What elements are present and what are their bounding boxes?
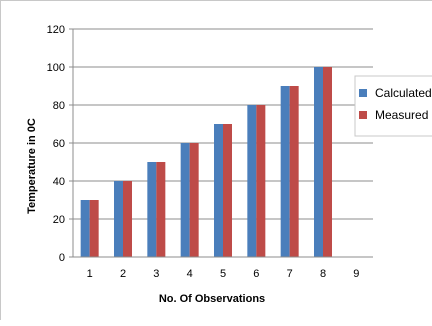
- legend: Calculated Measured: [354, 75, 432, 137]
- x-tick-label: 9: [353, 268, 359, 280]
- x-tick-label: 1: [87, 268, 93, 280]
- legend-swatch-measured: [359, 111, 367, 119]
- y-axis-label: Temperature in 0C: [26, 118, 38, 214]
- legend-box: [354, 75, 432, 137]
- bar-measured-7: [289, 86, 299, 257]
- bar-calculated-3: [147, 162, 157, 257]
- bar-measured-3: [156, 162, 166, 257]
- y-tick-label: 60: [53, 138, 65, 150]
- bar-measured-6: [256, 105, 266, 257]
- y-tick-label: 20: [53, 214, 65, 226]
- legend-swatch-calculated: [359, 89, 367, 97]
- bar-measured-4: [189, 143, 199, 257]
- x-tick-labels: 1 2 3 4 5 6 7 8 9: [87, 268, 360, 280]
- bar-calculated-5: [214, 124, 223, 257]
- x-tick-label: 2: [120, 268, 126, 280]
- bar-calculated-6: [247, 105, 257, 257]
- bar-chart: 0 20 40 60 80 100 120 1 2 3 4 5 6 7 8 9 Temperature in…: [26, 24, 432, 305]
- x-tick-label: 4: [187, 268, 193, 280]
- x-tick-label: 7: [287, 268, 293, 280]
- bar-calculated-7: [280, 86, 290, 257]
- y-tick-label: 120: [47, 24, 65, 36]
- legend-label-calculated: Calculated: [375, 86, 432, 100]
- axes: [69, 28, 373, 258]
- bar-calculated-8: [314, 67, 323, 257]
- y-tick-label: 0: [59, 252, 65, 264]
- bar-calculated-2: [114, 181, 123, 257]
- x-tick-label: 5: [220, 268, 226, 280]
- x-tick-label: 3: [153, 268, 159, 280]
- y-tick-label: 80: [53, 100, 65, 112]
- bar-measured-2: [123, 181, 132, 257]
- y-tick-label: 100: [47, 62, 65, 74]
- bars: [80, 67, 332, 257]
- bar-measured-8: [323, 67, 332, 257]
- bar-calculated-1: [80, 200, 90, 257]
- bar-calculated-4: [180, 143, 190, 257]
- x-tick-label: 6: [253, 268, 259, 280]
- y-tick-labels: 0 20 40 60 80 100 120: [47, 24, 65, 264]
- x-axis-label: No. Of Observations: [159, 293, 265, 305]
- legend-label-measured: Measured: [375, 108, 428, 122]
- x-tick-label: 8: [320, 268, 326, 280]
- bar-measured-5: [223, 124, 232, 257]
- bar-measured-1: [89, 200, 99, 257]
- y-tick-label: 40: [53, 176, 65, 188]
